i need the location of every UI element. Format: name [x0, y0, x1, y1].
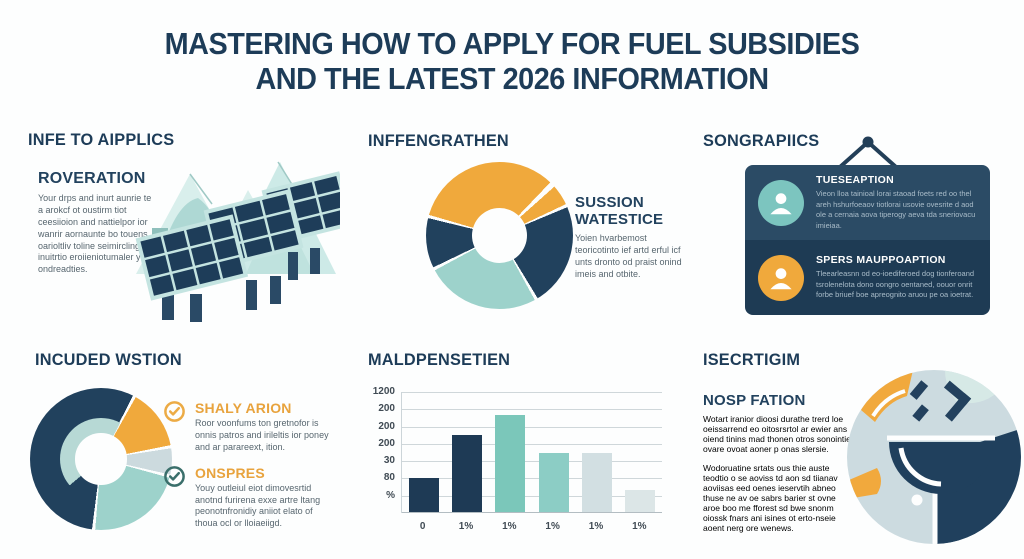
list-item-text: SHALY ARION Roor voonfums ton gretnofor …	[195, 400, 337, 454]
applicants-sub-heading: ROVERATION	[38, 170, 146, 187]
y-tick-label: 200	[378, 420, 395, 432]
profile-row: TUESEAPTION Vieon lloa tainioal lorai st…	[745, 165, 990, 240]
solar-panel	[135, 214, 249, 301]
engagement-side-title: SUSSION WATESTICE	[575, 194, 664, 228]
applicants-body: Your drps and inurt aunrie te a arokcf o…	[38, 193, 155, 275]
included-donut-chart	[30, 388, 172, 530]
orange-wedge-shape	[861, 370, 913, 422]
bar	[625, 490, 656, 512]
insight-paragraph: Wodoruatine srtats ous thie auste teodti…	[703, 463, 838, 533]
bowl-crescent	[898, 447, 942, 487]
section-expenses-heading: MALDPENSETIEN	[368, 350, 511, 369]
profile-body: Tleearleasnn od eo-ioediferoed dog tionf…	[816, 269, 975, 300]
list-item-text: ONSPRES Youy outleiul eiot dimovesrtid a…	[195, 465, 337, 531]
page-title-line1: MASTERING HOW TO APPLY FOR FUEL SUBSIDIE…	[164, 26, 860, 61]
profile-text: TUESEAPTION Vieon lloa tainioal lorai st…	[816, 174, 977, 231]
check-circle-icon	[164, 465, 185, 487]
y-tick-label: 1200	[372, 386, 395, 397]
x-tick-label: 1%	[502, 521, 517, 532]
profile-text: SPERS MAUPPOAPTION Tleearleasnn od eo-io…	[816, 254, 977, 301]
section-included-heading: INCUDED WSTION	[35, 350, 182, 369]
bowl-shape	[889, 442, 993, 494]
engagement-donut-chart	[426, 162, 573, 309]
y-axis-labels: 1200 200 200 200 30 80%	[363, 386, 395, 514]
hanger-pin-icon	[862, 136, 874, 148]
white-dot	[911, 494, 923, 506]
page-title-line2: AND THE LATEST 2026 INFORMATION	[255, 61, 769, 97]
section-applicants-heading: INFE TO AIPPLICS	[28, 130, 175, 149]
x-axis-line	[402, 512, 662, 513]
list-item-body: Youy outleiul eiot dimovesrtid anotnd fu…	[195, 482, 321, 529]
list-item: SHALY ARION Roor voonfums ton gretnofor …	[163, 400, 343, 454]
expenses-bar-chart: 1200 200 200 200 30 80% 0 1% 1% 1% 1% 1%	[363, 386, 665, 546]
list-item-title: SHALY ARION	[195, 400, 292, 416]
x-tick-label: 1%	[545, 521, 560, 532]
person-icon	[770, 192, 792, 214]
insight-sub-heading: NOSP FATION	[703, 392, 806, 409]
grid-line	[402, 392, 662, 393]
bar	[495, 415, 526, 512]
bar	[452, 434, 482, 512]
list-item-body: Roor voonfums ton gretnofor is onnis pat…	[195, 418, 329, 452]
x-tick-label: 1%	[632, 521, 647, 532]
included-check-list: SHALY ARION Roor voonfums ton gretnofor …	[163, 400, 343, 541]
profile-title: SPERS MAUPPOAPTION	[816, 254, 946, 267]
check-circle-icon	[164, 401, 185, 422]
avatar	[758, 179, 804, 226]
list-item-title: ONSPRES	[195, 464, 265, 481]
insight-text-block: NOSP FATION Wotart iranior dioosi durath…	[703, 392, 851, 542]
grid-line	[402, 426, 662, 428]
grid-line	[402, 461, 662, 463]
y-tick-label: %	[386, 489, 395, 501]
profile-body: Vieon lloa tainioal lorai staoad foets r…	[816, 189, 976, 230]
y-tick-label: 200	[378, 403, 395, 415]
page-title: MASTERING HOW TO APPLY FOR FUEL SUBSIDIE…	[36, 26, 988, 97]
y-tick-label: 80	[383, 472, 395, 484]
grid-line	[402, 409, 662, 411]
card-hanger	[838, 136, 898, 168]
y-tick-label: 200	[378, 437, 395, 449]
donut-hole	[471, 207, 528, 264]
grid-line	[402, 443, 662, 445]
avatar	[758, 254, 804, 301]
x-tick-label: 1%	[588, 521, 604, 532]
list-item: ONSPRES Youy outleiul eiot dimovesrtid a…	[163, 465, 343, 531]
abstract-circle-illustration	[847, 370, 1021, 544]
profile-title: TUESEAPTION	[816, 174, 894, 186]
donut-hole	[75, 433, 127, 485]
cable-car-shape	[152, 228, 168, 235]
grid-line	[402, 478, 662, 480]
bar-chart-plot-area	[401, 392, 662, 513]
applicants-text-block: ROVERATION Your drps and inurt aunrie te…	[38, 170, 158, 276]
y-tick-label: 30	[383, 455, 395, 467]
bar	[582, 452, 612, 512]
section-insight-heading: ISECRTIGIM	[703, 350, 801, 369]
bar	[408, 478, 439, 512]
insight-paragraph: Wotart iranior dioosi durathe trerd loe …	[703, 414, 851, 454]
orange-wedge-detail	[871, 389, 906, 418]
person-icon	[770, 267, 792, 289]
grid-line	[402, 495, 662, 497]
panel-legs	[162, 248, 320, 322]
x-tick-label: 1%	[458, 521, 474, 532]
bar	[538, 452, 569, 512]
x-tick-label: 0	[419, 521, 426, 532]
section-profiles-heading: SONGRAPIICS	[703, 131, 820, 150]
bracket-glyphs	[909, 380, 972, 422]
profiles-card: TUESEAPTION Vieon lloa tainioal lorai st…	[745, 165, 990, 315]
engagement-body: Yoien hvarbemost teoricotinto ief artd e…	[575, 233, 682, 279]
orange-wedge-shape	[849, 468, 881, 498]
solar-panels-illustration	[135, 161, 340, 322]
profile-row: SPERS MAUPPOAPTION Tleearleasnn od eo-io…	[745, 240, 990, 315]
engagement-text-block: SUSSION WATESTICE Yoien hvarbemost teori…	[575, 194, 683, 281]
section-engagement-heading: INFFENGRATHEN	[368, 131, 509, 150]
